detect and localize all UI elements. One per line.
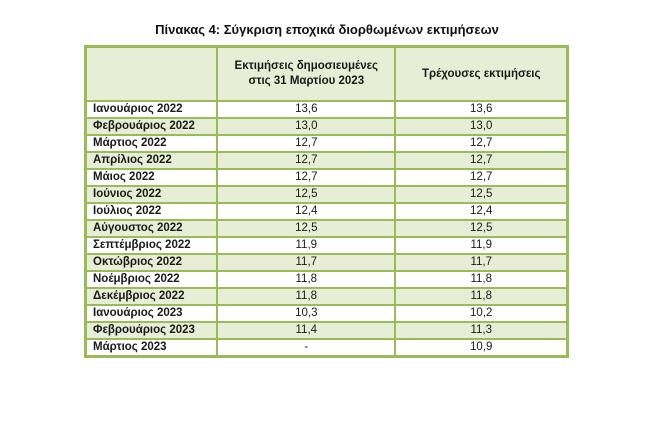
table-title: Πίνακας 4: Σύγκριση εποχικά διορθωμένων … (155, 22, 499, 37)
published-cell: 12,4 (216, 202, 397, 221)
month-cell: Μάρτιος 2022 (84, 134, 219, 153)
published-cell: 12,5 (216, 185, 397, 204)
header-current: Τρέχουσες εκτιμήσεις (394, 45, 569, 102)
table-row: Οκτώβριος 2022 11,7 11,7 (84, 253, 569, 272)
current-cell: 11,7 (394, 253, 569, 272)
published-cell: 10,3 (216, 304, 397, 323)
published-cell: 11,8 (216, 287, 397, 306)
table-row: Μάιος 2022 12,7 12,7 (84, 168, 569, 187)
current-cell: 12,7 (394, 134, 569, 153)
table-row: Φεβρουάριος 2022 13,0 13,0 (84, 117, 569, 136)
table-row: Ιανουάριος 2023 10,3 10,2 (84, 304, 569, 323)
month-cell: Ιανουάριος 2022 (84, 100, 219, 119)
month-cell: Οκτώβριος 2022 (84, 253, 219, 272)
current-cell: 12,7 (394, 151, 569, 170)
month-cell: Ιανουάριος 2023 (84, 304, 219, 323)
current-cell: 13,6 (394, 100, 569, 119)
table-row: Μάρτιος 2023-10,9 (84, 338, 569, 358)
published-cell: 13,6 (216, 100, 397, 119)
month-cell: Ιούνιος 2022 (84, 185, 219, 204)
month-cell: Ιούλιος 2022 (84, 202, 219, 221)
current-cell: 12,5 (394, 185, 569, 204)
table-row: Μάρτιος 2022 12,7 12,7 (84, 134, 569, 153)
published-cell: 12,5 (216, 219, 397, 238)
published-cell: 12,7 (216, 134, 397, 153)
header-empty (84, 45, 219, 102)
header-published-line2: στις 31 Μαρτίου 2023 (248, 75, 365, 87)
published-cell: 12,7 (216, 168, 397, 187)
month-cell: Απρίλιος 2022 (84, 151, 219, 170)
table-row: Ιούνιος 2022 12,5 12,5 (84, 185, 569, 204)
current-cell: 12,4 (394, 202, 569, 221)
published-cell: 12,7 (216, 151, 397, 170)
month-cell: Φεβρουάριος 2022 (84, 117, 219, 136)
header-row: Εκτιμήσεις δημοσιευμένες στις 31 Μαρτίου… (84, 45, 569, 102)
table-row: Ιούλιος 2022 12,4 12,4 (84, 202, 569, 221)
comparison-table: Εκτιμήσεις δημοσιευμένες στις 31 Μαρτίου… (84, 45, 569, 358)
current-cell: 13,0 (394, 117, 569, 136)
current-cell: 11,8 (394, 270, 569, 289)
published-cell: 11,9 (216, 236, 397, 255)
published-cell: 11,8 (216, 270, 397, 289)
table-row: Απρίλιος 2022 12,7 12,7 (84, 151, 569, 170)
table-row: Δεκέμβριος 2022 11,8 11,8 (84, 287, 569, 306)
current-cell: 11,8 (394, 287, 569, 306)
month-cell: Μάρτιος 2023 (84, 338, 219, 358)
current-cell: 11,3 (394, 321, 569, 340)
current-cell: 10,9 (394, 338, 569, 358)
month-cell: Μάιος 2022 (84, 168, 219, 187)
current-cell: 12,7 (394, 168, 569, 187)
month-cell: Νοέμβριος 2022 (84, 270, 219, 289)
published-cell: 11,7 (216, 253, 397, 272)
current-cell: 11,9 (394, 236, 569, 255)
published-cell: - (216, 338, 397, 358)
current-cell: 10,2 (394, 304, 569, 323)
published-cell: 13,0 (216, 117, 397, 136)
month-cell: Δεκέμβριος 2022 (84, 287, 219, 306)
table-row: Ιανουάριος 2022 13,6 13,6 (84, 100, 569, 119)
published-cell: 11,4 (216, 321, 397, 340)
table-row: Αύγουστος 2022 12,5 12,5 (84, 219, 569, 238)
table-row: Φεβρουάριος 2023 11,4 11,3 (84, 321, 569, 340)
table-row: Σεπτέμβριος 2022 11,9 11,9 (84, 236, 569, 255)
current-cell: 12,5 (394, 219, 569, 238)
month-cell: Σεπτέμβριος 2022 (84, 236, 219, 255)
table-row: Νοέμβριος 2022 11,8 11,8 (84, 270, 569, 289)
month-cell: Αύγουστος 2022 (84, 219, 219, 238)
month-cell: Φεβρουάριος 2023 (84, 321, 219, 340)
header-published-line1: Εκτιμήσεις δημοσιευμένες (234, 60, 379, 72)
header-published: Εκτιμήσεις δημοσιευμένες στις 31 Μαρτίου… (216, 45, 397, 102)
